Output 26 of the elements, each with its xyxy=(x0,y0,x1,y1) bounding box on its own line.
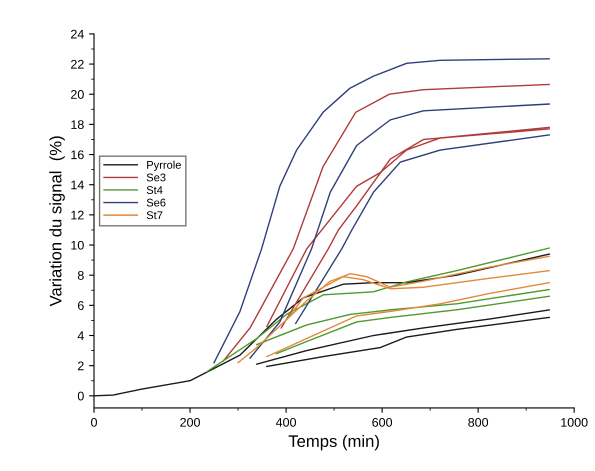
x-tick-label: 1000 xyxy=(561,418,588,427)
y-tick-label: 24 xyxy=(71,30,84,38)
x-tick-label: 600 xyxy=(372,418,392,427)
y-tick-label: 22 xyxy=(71,60,84,69)
legend-label: St4 xyxy=(146,186,163,194)
y-tick-label: 0 xyxy=(78,392,84,400)
y-tick-label: 12 xyxy=(71,210,84,220)
legend-label: St7 xyxy=(146,211,162,220)
y-tick-label: 18 xyxy=(71,120,84,130)
y-tick-label: 8 xyxy=(78,270,84,280)
y-axis-title: Variation du signal (%) xyxy=(49,136,65,306)
x-tick-label: 0 xyxy=(91,418,97,427)
y-tick-label: 2 xyxy=(78,361,84,370)
legend-label: Se6 xyxy=(146,198,166,207)
y-tick-label: 14 xyxy=(71,180,84,190)
legend-label: Pyrrole xyxy=(147,160,181,171)
y-tick-label: 16 xyxy=(71,150,84,160)
y-tick-label: 10 xyxy=(71,240,84,250)
y-tick-label: 20 xyxy=(71,90,84,99)
x-tick-label: 800 xyxy=(468,418,488,427)
legend-label: Se3 xyxy=(146,174,166,182)
y-tick-label: 4 xyxy=(78,331,84,340)
x-tick-label: 200 xyxy=(180,418,200,427)
y-tick-label: 6 xyxy=(78,301,84,310)
x-axis-title: Temps (min) xyxy=(288,434,379,450)
x-tick-label: 400 xyxy=(276,418,296,427)
